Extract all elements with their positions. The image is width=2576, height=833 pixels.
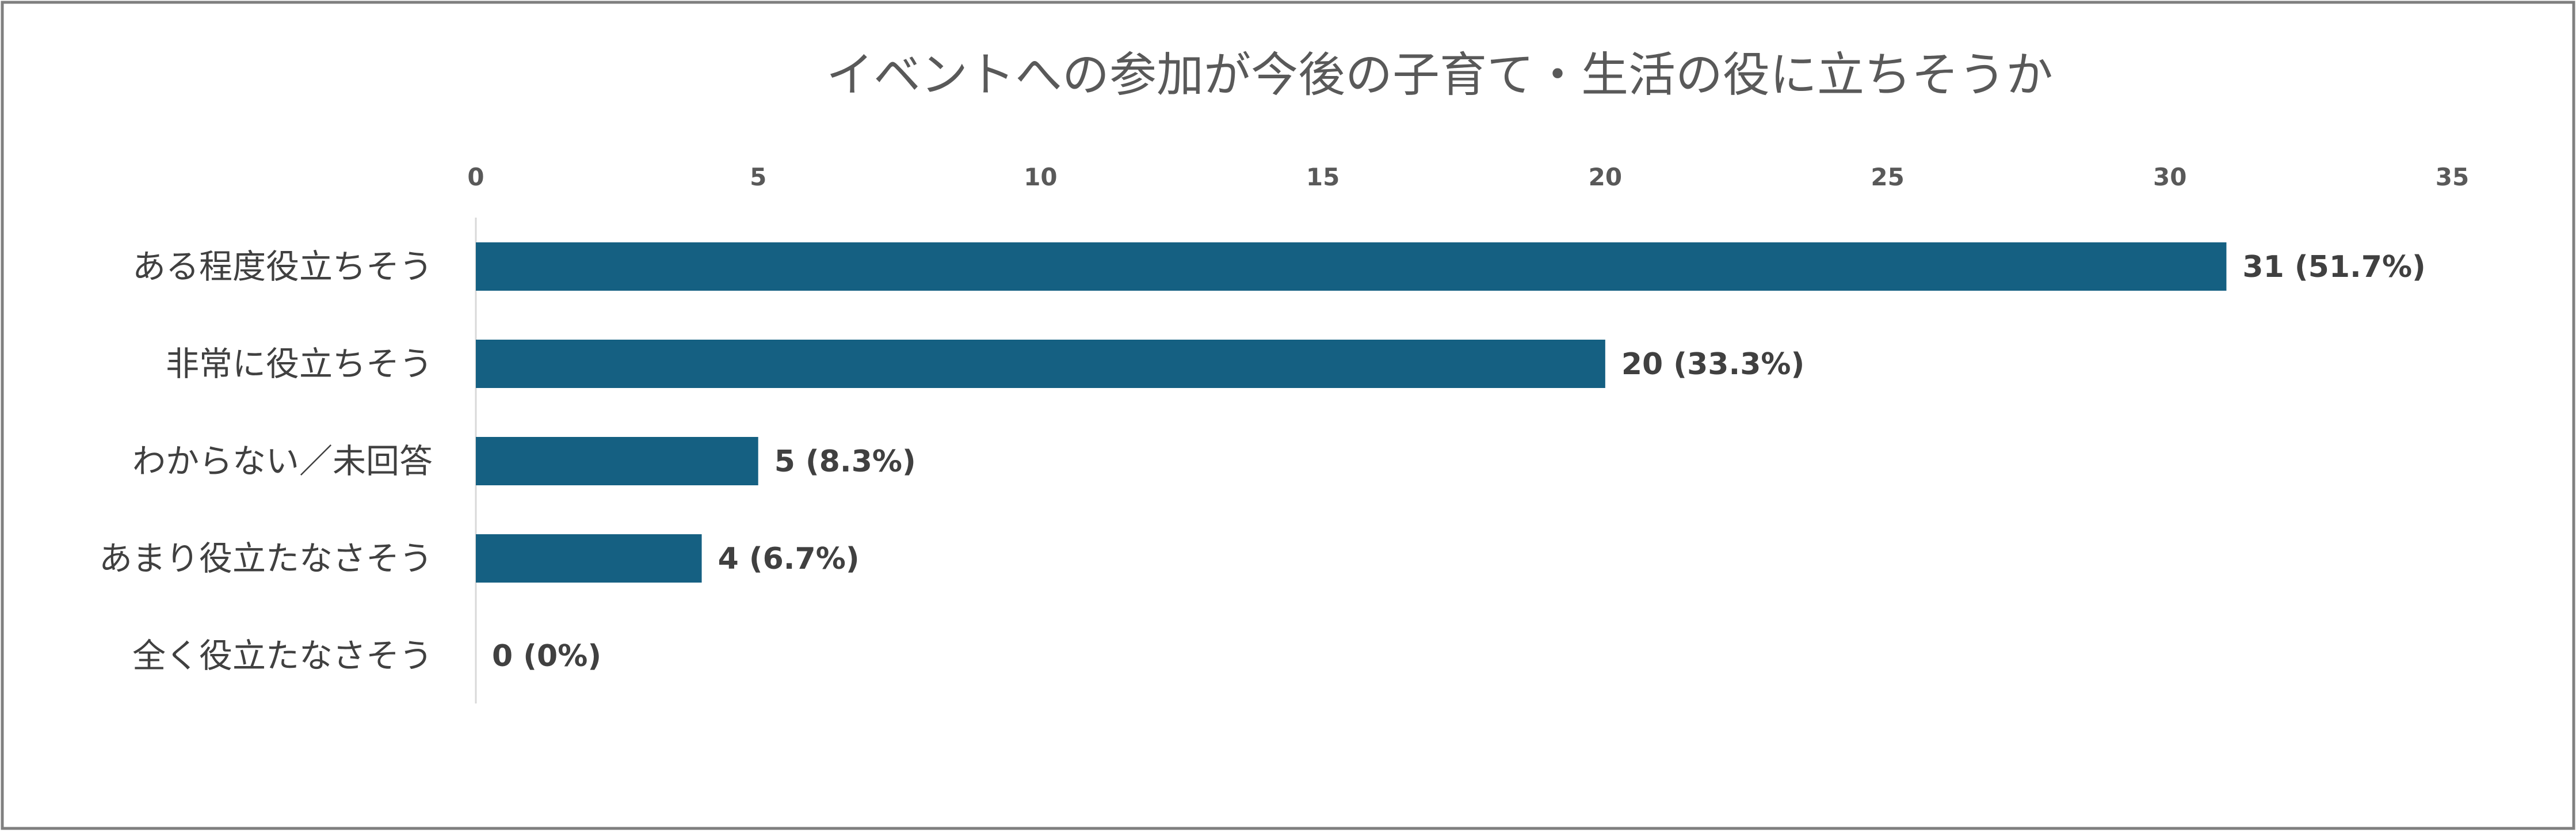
x-axis-ticks: 0 5 10 15 20 25 30 35 (467, 163, 2469, 191)
x-tick-label: 5 (750, 163, 766, 191)
category-label: あまり役立たなさそう (99, 539, 433, 578)
data-label: 5 (8.3%) (774, 444, 916, 479)
bar (476, 534, 702, 583)
x-tick-label: 10 (1024, 163, 1057, 191)
data-label: 31 (51.7%) (2242, 250, 2425, 284)
data-label: 0 (0%) (492, 639, 601, 674)
chart-title: イベントへの参加が今後の子育て・生活の役に立ちそうか (826, 48, 2053, 102)
x-tick-label: 15 (1306, 163, 1339, 191)
category-label: わからない／未回答 (132, 442, 433, 481)
bar (476, 340, 1605, 388)
category-label: 全く役立たなさそう (132, 636, 433, 675)
x-tick-label: 25 (1871, 163, 1904, 191)
category-label: ある程度役立ちそう (132, 247, 433, 286)
category-labels: ある程度役立ちそう非常に役立ちそうわからない／未回答あまり役立たなさそう全く役立… (99, 247, 433, 675)
x-tick-label: 0 (467, 163, 484, 191)
bar (476, 437, 758, 485)
x-tick-label: 35 (2436, 163, 2469, 191)
category-label: 非常に役立ちそう (166, 344, 433, 383)
data-labels: 31 (51.7%) 20 (33.3%) 5 (8.3%) 4 (6.7%) 0 (0… (492, 250, 2426, 674)
bars-group (476, 242, 2227, 583)
data-label: 20 (33.3%) (1621, 347, 1804, 382)
bar (476, 242, 2227, 291)
x-tick-label: 30 (2153, 163, 2186, 191)
data-label: 4 (6.7%) (718, 542, 860, 576)
x-tick-label: 20 (1589, 163, 1622, 191)
